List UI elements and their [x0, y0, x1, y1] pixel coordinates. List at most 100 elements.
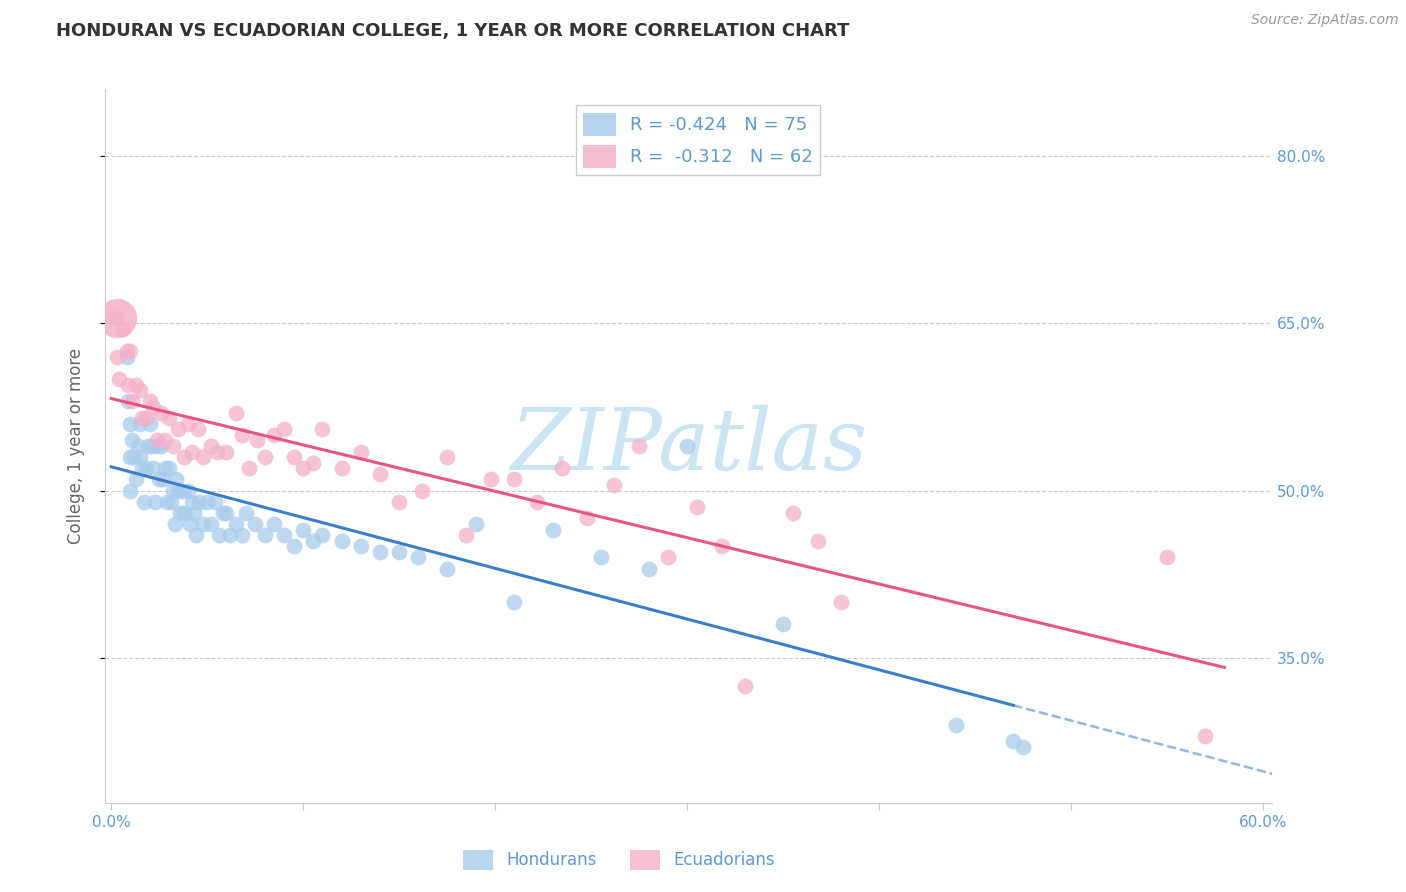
Y-axis label: College, 1 year or more: College, 1 year or more: [66, 348, 84, 544]
Point: [253, 450, 276, 464]
Point: [551, 461, 574, 475]
Point: [142, 400, 165, 414]
Point: [368, 545, 391, 559]
Point: [782, 506, 804, 520]
Point: [283, 450, 305, 464]
Point: [200, 517, 222, 532]
Point: [238, 461, 260, 475]
Point: [225, 406, 247, 420]
Point: [141, 439, 163, 453]
Point: [273, 528, 295, 542]
Point: [153, 434, 176, 448]
Point: [120, 483, 142, 498]
Point: [117, 394, 139, 409]
Point: [710, 539, 733, 553]
Point: [180, 494, 202, 508]
Point: [163, 517, 186, 532]
Point: [456, 528, 478, 542]
Point: [180, 444, 202, 458]
Point: [193, 517, 215, 532]
Point: [153, 461, 176, 475]
Point: [411, 483, 433, 498]
Point: [273, 422, 295, 436]
Point: [129, 384, 152, 398]
Point: [115, 344, 138, 359]
Point: [173, 450, 195, 464]
Point: [253, 528, 276, 542]
Point: [330, 461, 353, 475]
Point: [148, 473, 170, 487]
Point: [806, 533, 828, 548]
Point: [263, 428, 285, 442]
Text: HONDURAN VS ECUADORIAN COLLEGE, 1 YEAR OR MORE CORRELATION CHART: HONDURAN VS ECUADORIAN COLLEGE, 1 YEAR O…: [56, 22, 849, 40]
Text: Source: ZipAtlas.com: Source: ZipAtlas.com: [1251, 13, 1399, 28]
Point: [408, 550, 430, 565]
Point: [179, 517, 201, 532]
Point: [734, 679, 756, 693]
Point: [1002, 734, 1025, 748]
Point: [231, 428, 253, 442]
Point: [138, 417, 160, 431]
Point: [127, 439, 149, 453]
Point: [135, 461, 157, 475]
Point: [173, 506, 195, 520]
Point: [188, 494, 211, 508]
Point: [215, 444, 238, 458]
Point: [350, 444, 373, 458]
Point: [225, 517, 247, 532]
Point: [156, 494, 179, 508]
Point: [125, 473, 148, 487]
Point: [263, 517, 285, 532]
Point: [1156, 550, 1178, 565]
Point: [125, 377, 148, 392]
Point: [637, 562, 659, 576]
Point: [146, 434, 169, 448]
Point: [204, 494, 226, 508]
Point: [350, 539, 373, 553]
Point: [945, 717, 967, 731]
Point: [111, 322, 134, 336]
Point: [157, 411, 180, 425]
Point: [122, 450, 145, 464]
Point: [330, 533, 353, 548]
Point: [388, 494, 411, 508]
Point: [167, 483, 190, 498]
Point: [1194, 729, 1216, 743]
Point: [129, 450, 152, 464]
Point: [541, 523, 564, 537]
Point: [292, 461, 315, 475]
Point: [105, 310, 128, 325]
Point: [301, 456, 323, 470]
Point: [676, 439, 699, 453]
Point: [172, 483, 194, 498]
Point: [142, 461, 165, 475]
Point: [183, 506, 205, 520]
Point: [169, 506, 191, 520]
Point: [131, 411, 153, 425]
Point: [135, 411, 157, 425]
Point: [184, 528, 207, 542]
Point: [243, 517, 266, 532]
Point: [177, 483, 200, 498]
Point: [603, 478, 626, 492]
Point: [231, 528, 253, 542]
Point: [211, 506, 233, 520]
Point: [162, 439, 184, 453]
Point: [195, 494, 218, 508]
Point: [150, 439, 173, 453]
Point: [830, 595, 852, 609]
Point: [117, 377, 139, 392]
Point: [132, 494, 155, 508]
Point: [152, 473, 174, 487]
Point: [628, 439, 651, 453]
Point: [143, 494, 166, 508]
Point: [479, 473, 502, 487]
Point: [159, 494, 181, 508]
Point: [1012, 740, 1035, 755]
Point: [219, 528, 242, 542]
Point: [138, 394, 160, 409]
Point: [136, 439, 159, 453]
Point: [121, 394, 143, 409]
Point: [464, 517, 486, 532]
Point: [368, 467, 391, 481]
